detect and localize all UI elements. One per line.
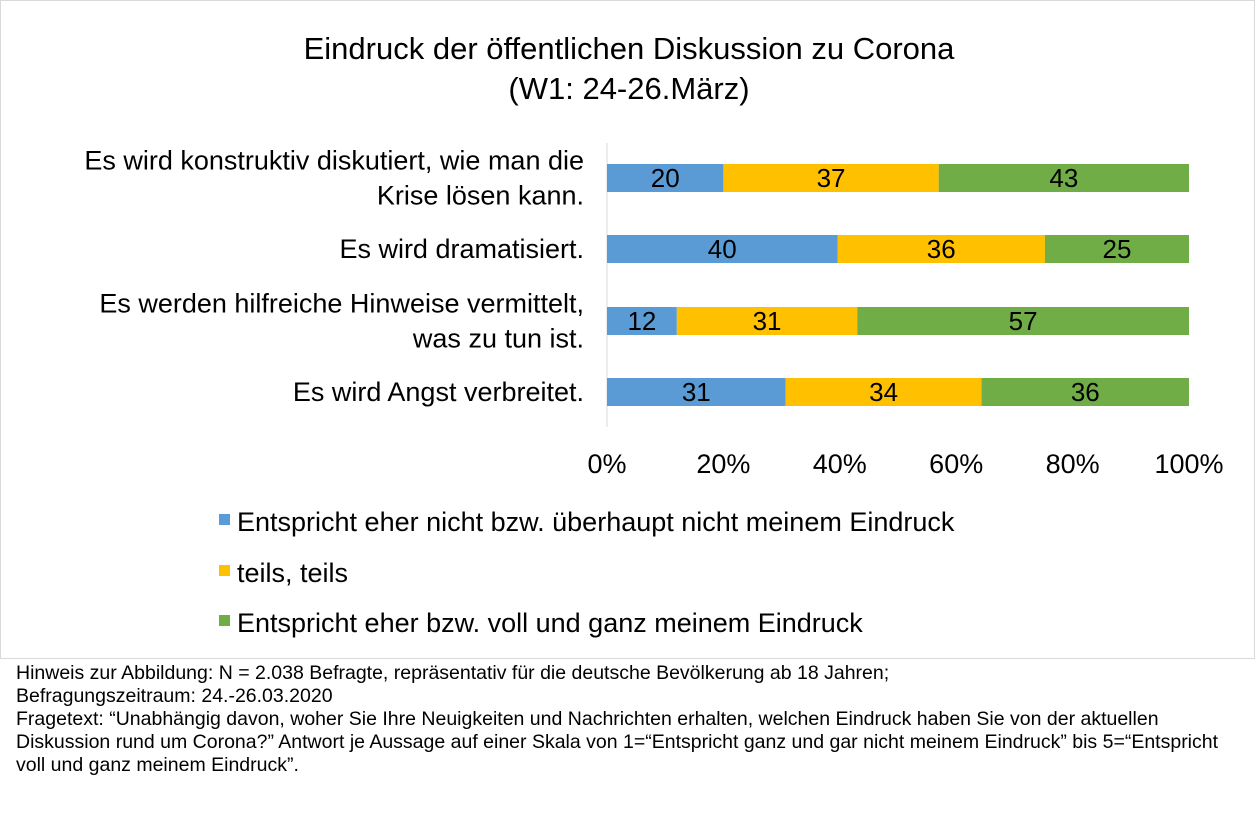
bar-segment [607, 235, 838, 263]
x-tick-label: 80% [1046, 449, 1100, 479]
category-label: Es wird konstruktiv diskutiert, wie man … [84, 146, 584, 176]
x-tick-label: 100% [1154, 449, 1223, 479]
data-label: 37 [817, 163, 846, 193]
data-label: 43 [1049, 163, 1078, 193]
legend-label: teils, teils [237, 558, 348, 588]
data-label: 36 [927, 234, 956, 264]
bar-segment [607, 307, 677, 335]
stacked-bar-chart: Eindruck der öffentlichen Diskussion zu … [84, 31, 1223, 638]
data-label: 57 [1009, 306, 1038, 336]
legend-swatch [219, 514, 230, 525]
category-label: Es werden hilfreiche Hinweise vermittelt… [99, 289, 584, 319]
x-tick-label: 40% [813, 449, 867, 479]
data-label: 25 [1103, 234, 1132, 264]
bar-segment [837, 235, 1045, 263]
bar-segment [723, 164, 939, 192]
figure-note: Hinweis zur Abbildung: N = 2.038 Befragt… [16, 662, 1246, 777]
data-label: 20 [651, 163, 680, 193]
note-question-text: Fragetext: “Unabhängig davon, woher Sie … [16, 708, 1219, 776]
note-survey-period: Befragungszeitraum: 24.-26.03.2020 [16, 685, 333, 707]
category-label: Krise lösen kann. [377, 181, 584, 211]
x-tick-label: 60% [929, 449, 983, 479]
data-label: 34 [869, 377, 898, 407]
category-label: Es wird Angst verbreitet. [293, 377, 584, 407]
chart-frame: Eindruck der öffentlichen Diskussion zu … [0, 0, 1255, 659]
bar-segment [676, 307, 858, 335]
category-label: was zu tun ist. [412, 324, 584, 354]
note-sample-info: Hinweis zur Abbildung: N = 2.038 Befragt… [16, 662, 890, 684]
x-tick-label: 20% [696, 449, 750, 479]
data-label: 31 [682, 377, 711, 407]
bar-segment [981, 378, 1189, 406]
bar-segment [857, 307, 1189, 335]
bar-segment [607, 378, 786, 406]
legend-label: Entspricht eher nicht bzw. überhaupt nic… [237, 507, 955, 537]
bar-segment [938, 164, 1189, 192]
bar-segment [785, 378, 982, 406]
chart-title: Eindruck der öffentlichen Diskussion zu … [304, 31, 956, 66]
data-label: 12 [627, 306, 656, 336]
chart-subtitle: (W1: 24-26.März) [508, 71, 749, 106]
data-label: 36 [1071, 377, 1100, 407]
legend-label: Entspricht eher bzw. voll und ganz meine… [237, 608, 863, 638]
x-tick-label: 0% [587, 449, 626, 479]
legend-swatch [219, 565, 230, 576]
legend-swatch [219, 615, 230, 626]
data-label: 40 [708, 234, 737, 264]
data-label: 31 [753, 306, 782, 336]
bar-segment [1044, 235, 1189, 263]
category-label: Es wird dramatisiert. [339, 234, 584, 264]
bar-segment [607, 164, 724, 192]
